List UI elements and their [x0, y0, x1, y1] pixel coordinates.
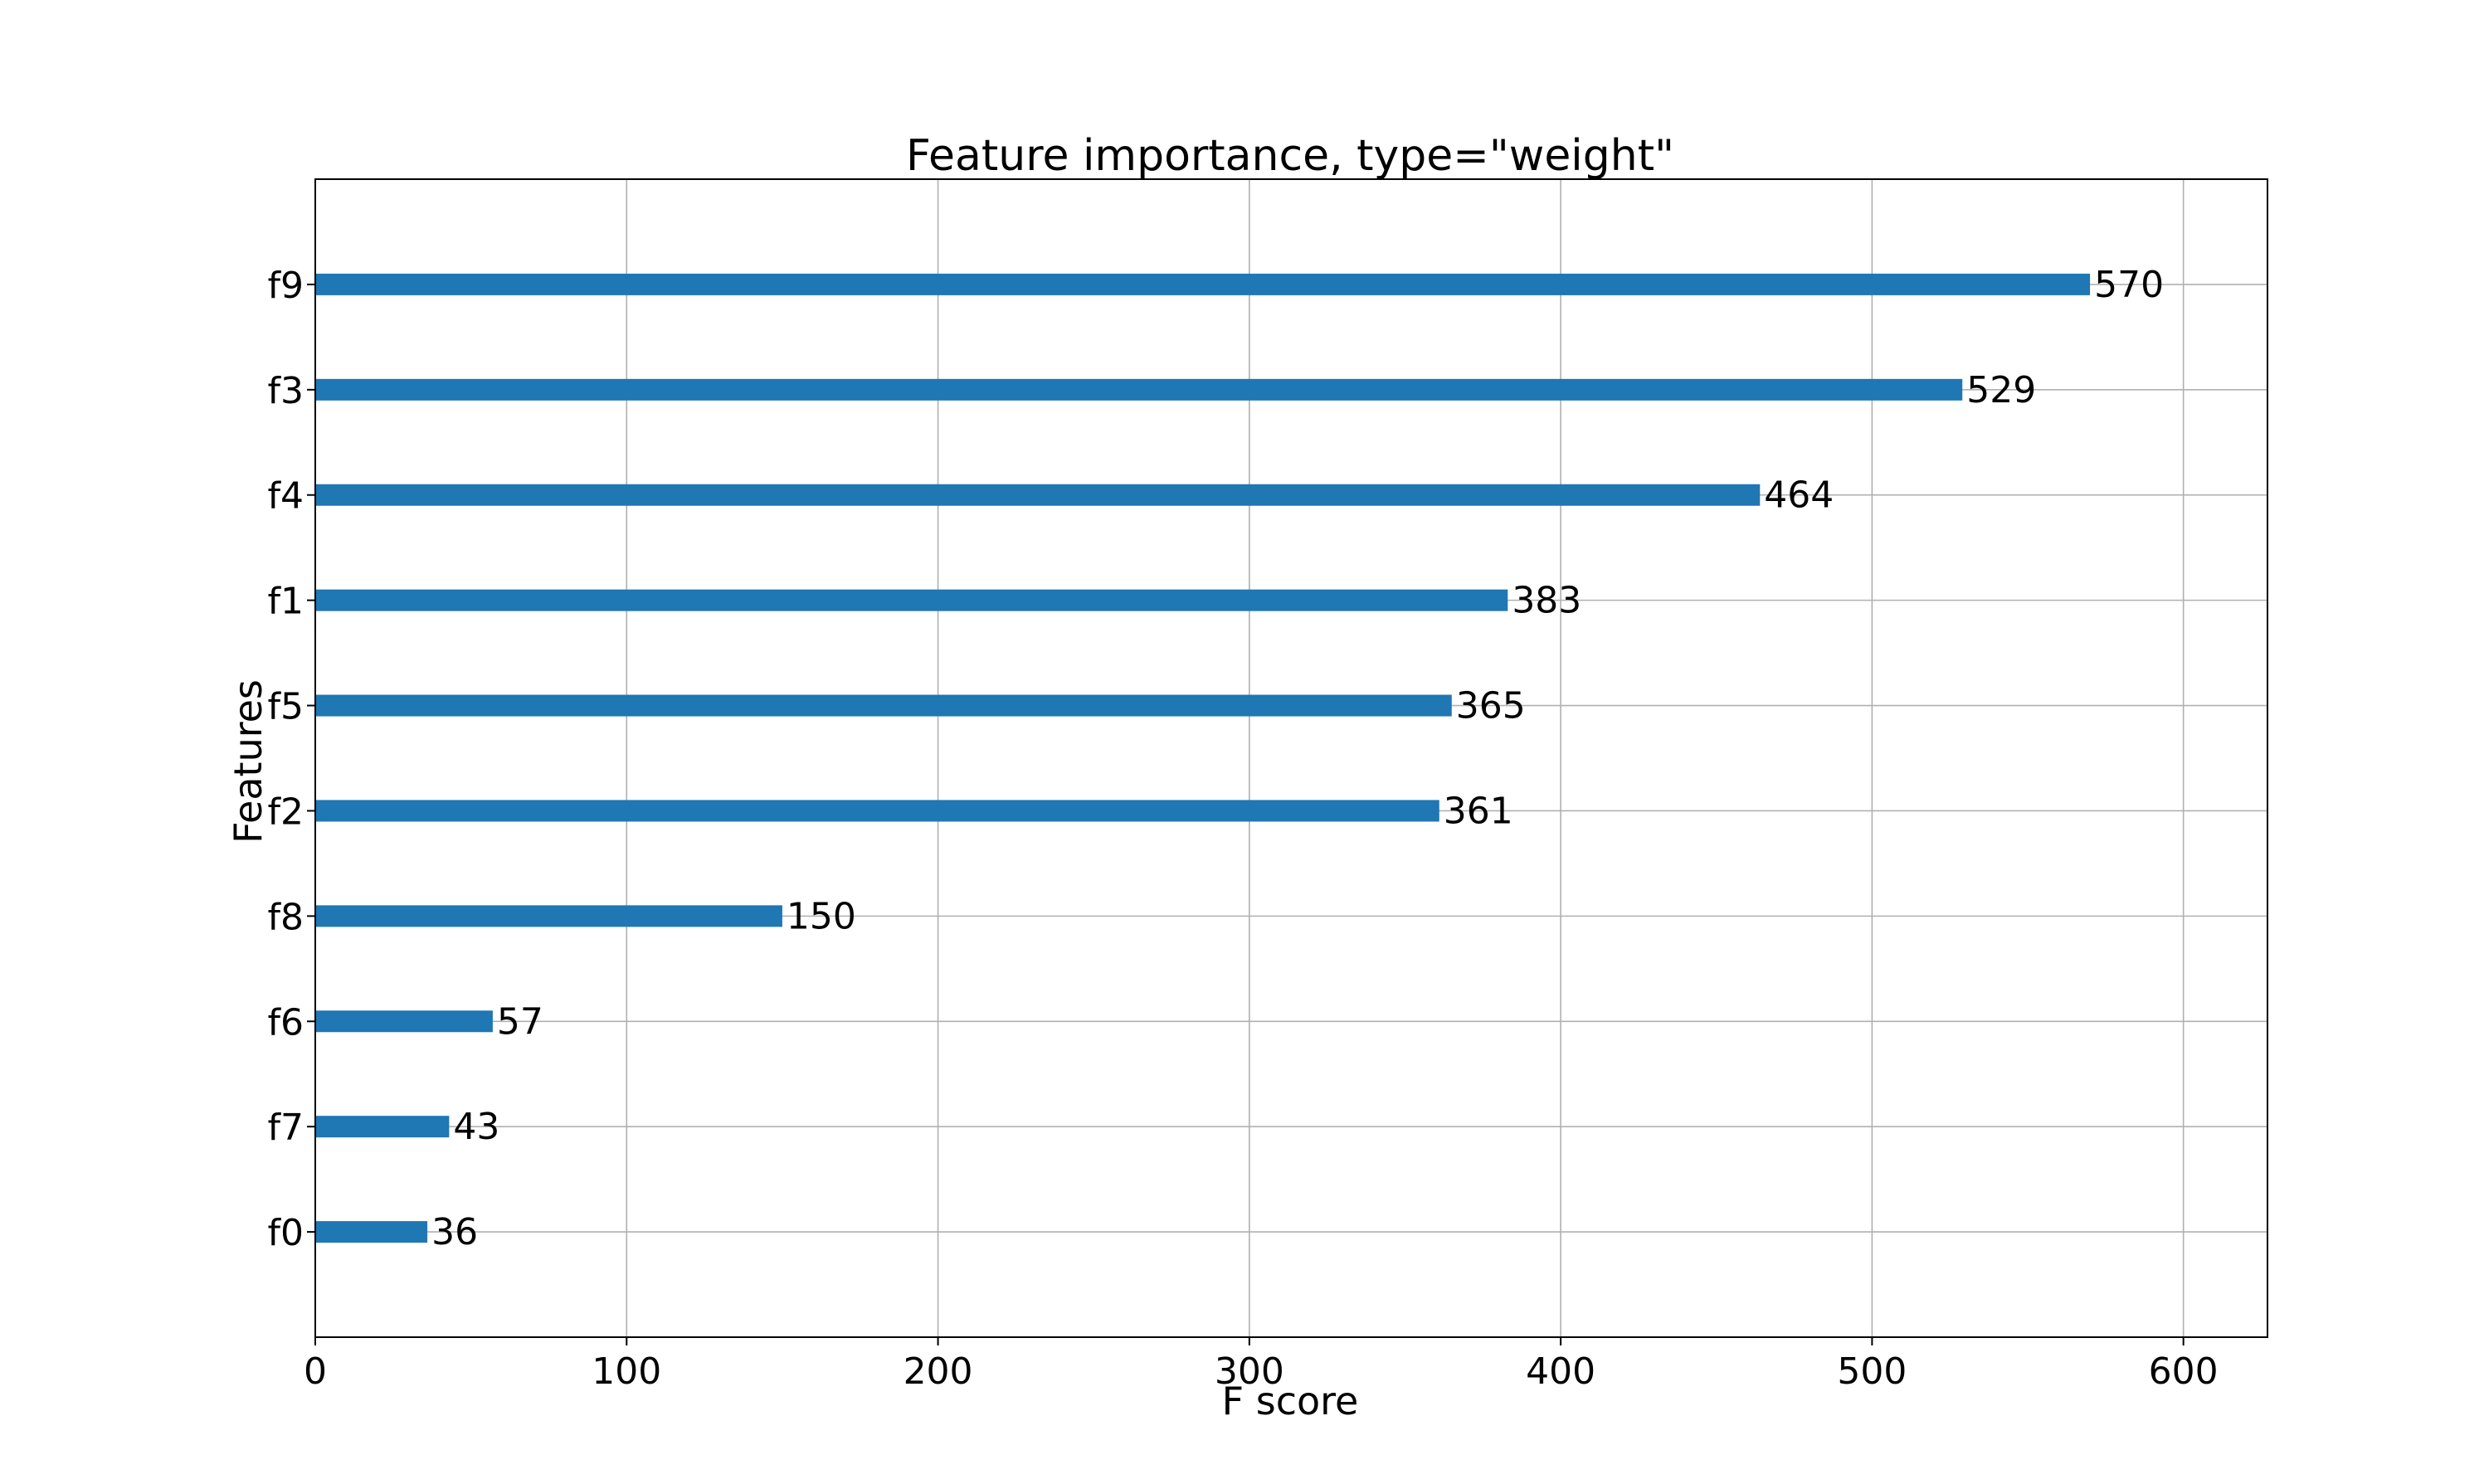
- bar-f1: [315, 589, 1508, 611]
- bar-f9: [315, 273, 2091, 295]
- x-tick-label: 400: [1526, 1350, 1595, 1393]
- data-label-f0: 36: [431, 1211, 478, 1253]
- data-label-f7: 43: [453, 1106, 499, 1148]
- y-tick-label: f1: [268, 581, 304, 623]
- x-tick-label: 300: [1215, 1350, 1284, 1393]
- data-label-f1: 383: [1512, 580, 1581, 622]
- y-tick-label: f2: [268, 791, 304, 833]
- bar-f5: [315, 694, 1452, 717]
- x-tick-label: 100: [592, 1350, 661, 1393]
- x-tick-label: 200: [904, 1350, 973, 1393]
- tick-labels: 0 100 200 300 400 500 600 f0 f7 f6 f8 f2 f5 f1 f4 f3 f9: [268, 265, 2219, 1393]
- chart-title: Feature importance, type="weight": [906, 131, 1674, 181]
- x-tick-label: 600: [2149, 1350, 2219, 1393]
- bar-f6: [315, 1010, 493, 1033]
- bar-f7: [315, 1116, 450, 1138]
- y-axis-label: Features: [226, 679, 270, 844]
- data-label-f9: 570: [2094, 264, 2164, 306]
- bar-f2: [315, 800, 1439, 822]
- data-label-f5: 365: [1456, 685, 1526, 727]
- y-tick-label: f7: [268, 1107, 304, 1149]
- y-tick-label: f8: [268, 896, 304, 938]
- data-labels: 36 43 57 150 361 365 383 464 529 570: [431, 264, 2164, 1253]
- data-label-f8: 150: [787, 895, 856, 937]
- data-label-f3: 529: [1966, 369, 2036, 411]
- bar-f0: [315, 1221, 428, 1243]
- y-tick-label: f5: [268, 686, 304, 728]
- bar-f8: [315, 905, 782, 927]
- data-label-f4: 464: [1764, 474, 1834, 517]
- y-tick-label: f0: [268, 1212, 304, 1254]
- y-tick-label: f6: [268, 1001, 304, 1044]
- x-tick-label: 0: [304, 1350, 327, 1393]
- grid-lines: [314, 179, 2267, 1337]
- plot-frame: [314, 178, 2268, 1338]
- x-tick-label: 500: [1837, 1350, 1907, 1393]
- data-label-f6: 57: [497, 1000, 543, 1043]
- x-axis-label: F score: [1222, 1379, 1359, 1423]
- bar-f3: [315, 378, 1963, 401]
- y-tick-label: f4: [268, 475, 304, 518]
- bar-f4: [315, 484, 1761, 506]
- y-tick-label: f3: [268, 370, 304, 412]
- plot-border: [314, 178, 2268, 1338]
- data-label-f2: 361: [1444, 790, 1513, 832]
- y-tick-label: f9: [268, 265, 304, 307]
- bars: [315, 273, 2091, 1243]
